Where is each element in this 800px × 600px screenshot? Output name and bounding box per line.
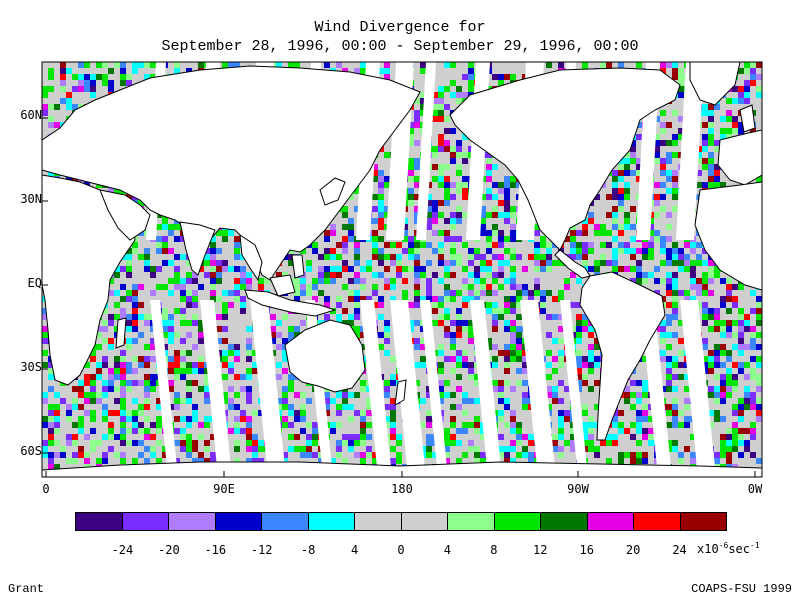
land-masses xyxy=(42,62,762,477)
title-line-2: September 28, 1996, 00:00 - September 29… xyxy=(161,38,639,55)
color-scale-tick-label: -12 xyxy=(250,543,273,557)
color-scale-cell xyxy=(308,513,355,530)
color-scale-cell xyxy=(122,513,169,530)
units-label: x10-6sec-1 xyxy=(697,541,760,556)
color-scale-cell xyxy=(541,513,588,530)
lat-label-30n: 30N xyxy=(20,192,42,206)
philippines xyxy=(291,254,305,279)
lat-label-60n: 60N xyxy=(20,108,42,122)
color-scale-tick-label: -24 xyxy=(111,543,134,557)
madagascar xyxy=(115,317,127,349)
color-scale-cell xyxy=(448,513,495,530)
india xyxy=(179,221,216,276)
units-sec: sec xyxy=(728,542,751,556)
institution-credit: COAPS-FSU 1999 xyxy=(691,582,792,596)
borneo xyxy=(269,274,296,297)
color-scale-cell xyxy=(215,513,262,530)
color-scale-tick-label: 8 xyxy=(490,543,498,557)
color-scale-cell xyxy=(680,513,726,530)
southeast-asia xyxy=(239,233,263,282)
africa-west xyxy=(694,181,762,291)
uk xyxy=(739,104,756,133)
units-exponent-1: -6 xyxy=(718,541,729,550)
author-credit: Grant xyxy=(8,582,45,596)
color-scale-tick-label: 4 xyxy=(443,543,452,557)
europe-asia xyxy=(42,65,421,281)
lon-label-90e: 90E xyxy=(213,482,235,496)
color-scale-tick-label: 24 xyxy=(672,543,687,557)
south-america xyxy=(579,271,666,441)
central-america xyxy=(554,249,591,279)
lon-label-0: 0 xyxy=(42,482,50,496)
color-scale-cell xyxy=(401,513,448,530)
lon-label-180: 180 xyxy=(391,482,413,496)
color-scale-tick-label: 16 xyxy=(579,543,594,557)
color-scale-tick-label: 0 xyxy=(397,543,405,557)
color-scale-tick-label: 4 xyxy=(350,543,359,557)
color-scale-cell xyxy=(587,513,634,530)
color-scale-cell xyxy=(634,513,681,530)
title-line-1: Wind Divergence for xyxy=(314,19,486,36)
color-scale-tick-label: 20 xyxy=(625,543,641,557)
lon-label-90w: 90W xyxy=(567,482,589,496)
antarctica xyxy=(42,461,762,477)
greenland xyxy=(689,62,741,106)
lon-label-0w: 0W xyxy=(747,482,763,496)
lat-label-eq: EQ xyxy=(27,276,42,290)
color-scale-tick-label: -8 xyxy=(300,543,316,557)
europe-west xyxy=(717,129,762,186)
lat-label-60s: 60S xyxy=(20,444,42,458)
color-scale-cell xyxy=(76,513,123,530)
color-scale-tick-label: -16 xyxy=(204,543,227,557)
north-america xyxy=(449,67,681,251)
color-scale-cell xyxy=(494,513,541,530)
axis-ticks xyxy=(42,117,756,477)
japan xyxy=(319,177,346,206)
arabia xyxy=(99,189,151,241)
color-scale-cell xyxy=(355,513,402,530)
color-scale-cell xyxy=(262,513,309,530)
lat-label-30s: 30S xyxy=(20,360,42,374)
color-scale-tick-label: -20 xyxy=(158,543,180,557)
color-scale-cell xyxy=(169,513,216,530)
color-scale-tick-label: 12 xyxy=(533,543,548,557)
new-zealand xyxy=(394,379,407,406)
color-scale-bar xyxy=(75,512,727,531)
units-prefix: x10 xyxy=(697,542,719,556)
units-exponent-2: -1 xyxy=(750,541,760,550)
australia xyxy=(284,319,366,393)
